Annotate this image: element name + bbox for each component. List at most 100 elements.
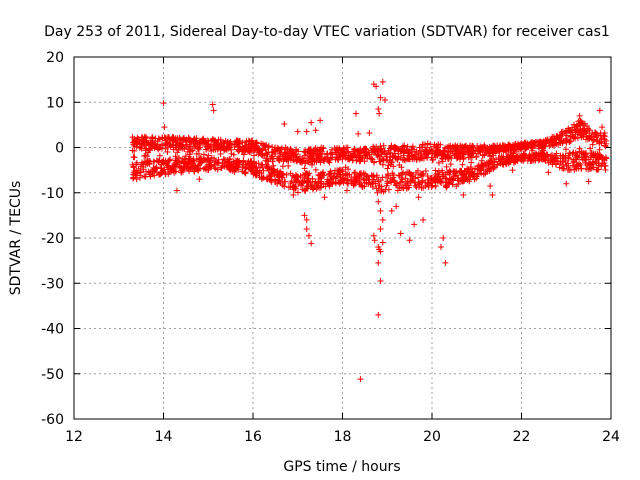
band-point — [240, 151, 247, 158]
band-point — [375, 185, 382, 192]
band-point — [311, 182, 318, 189]
y-tick-label: 10 — [46, 95, 64, 111]
band-point — [182, 138, 189, 145]
band-point — [407, 178, 414, 185]
band-point — [583, 133, 590, 140]
band-point — [159, 169, 166, 176]
outlier-point — [397, 230, 404, 237]
band-point — [285, 162, 292, 169]
band-point — [569, 162, 576, 169]
band-point — [253, 139, 260, 146]
band-point — [494, 162, 501, 169]
band-point — [276, 173, 283, 180]
band-point — [191, 135, 198, 142]
band-point — [409, 153, 416, 160]
band-point — [439, 167, 446, 174]
band-point — [581, 120, 588, 127]
y-tick-label: -10 — [41, 186, 64, 202]
outlier-point — [377, 207, 384, 214]
band-point — [463, 170, 470, 177]
band-point — [490, 144, 497, 151]
band-point — [462, 145, 469, 152]
extra-point — [343, 187, 350, 194]
band-point — [427, 141, 434, 148]
band-point — [527, 140, 534, 147]
band-point — [482, 170, 489, 177]
outlier-point — [437, 244, 444, 251]
band-point — [270, 148, 277, 155]
band-point — [142, 135, 149, 142]
band-point — [471, 165, 478, 172]
band-point — [574, 154, 581, 161]
band-point — [293, 177, 300, 184]
outlier-point — [371, 237, 378, 244]
band-point — [340, 175, 347, 182]
band-point — [318, 144, 325, 151]
outlier-point — [489, 192, 496, 199]
band-point — [170, 137, 177, 144]
band-point — [216, 144, 223, 151]
band-point — [332, 180, 339, 187]
band-point — [550, 155, 557, 162]
band-point — [485, 162, 492, 169]
band-point — [514, 152, 521, 159]
band-point — [230, 158, 237, 165]
band-point — [465, 154, 472, 161]
band-point — [560, 138, 567, 145]
band-point — [412, 175, 419, 182]
outlier-point — [210, 107, 217, 114]
x-tick-label: 16 — [244, 429, 262, 445]
band-point — [310, 153, 317, 160]
band-point — [164, 159, 171, 166]
band-point — [264, 164, 271, 171]
outlier-point — [601, 133, 608, 140]
band-point — [206, 161, 213, 168]
band-point — [137, 169, 144, 176]
band-point — [226, 156, 233, 163]
band-point — [226, 166, 233, 173]
band-point — [461, 174, 468, 181]
band-point — [446, 167, 453, 174]
band-point — [246, 138, 253, 145]
y-tick-label: -40 — [41, 322, 64, 338]
band-point — [376, 182, 383, 189]
band-point — [508, 145, 515, 152]
band-point — [352, 169, 359, 176]
band-point — [399, 170, 406, 177]
band-point — [187, 157, 194, 164]
outlier-point — [161, 124, 168, 131]
band-point — [420, 149, 427, 156]
band-point — [300, 171, 307, 178]
outlier-point — [303, 128, 310, 135]
band-point — [586, 132, 593, 139]
band-point — [401, 156, 408, 163]
band-point — [442, 155, 449, 162]
band-point — [356, 175, 363, 182]
band-point — [434, 144, 441, 151]
outlier-point — [420, 216, 427, 223]
band-point — [175, 146, 182, 153]
band-point — [193, 165, 200, 172]
band-point — [396, 161, 403, 168]
band-point — [567, 129, 574, 136]
band-point — [563, 139, 570, 146]
band-point — [212, 158, 219, 165]
band-point — [178, 167, 185, 174]
band-point — [474, 171, 481, 178]
band-point — [398, 185, 405, 192]
band-point — [314, 183, 321, 190]
band-point — [322, 155, 329, 162]
extra-point — [509, 167, 516, 174]
band-point — [164, 144, 171, 151]
band-point — [404, 169, 411, 176]
band-point — [419, 177, 426, 184]
band-point — [601, 142, 608, 149]
band-point — [497, 146, 504, 153]
x-tick-label: 14 — [155, 429, 173, 445]
band-point — [432, 167, 439, 174]
band-point — [526, 151, 533, 158]
band-point — [295, 156, 302, 163]
band-point — [602, 166, 609, 173]
band-point — [409, 143, 416, 150]
band-point — [486, 159, 493, 166]
